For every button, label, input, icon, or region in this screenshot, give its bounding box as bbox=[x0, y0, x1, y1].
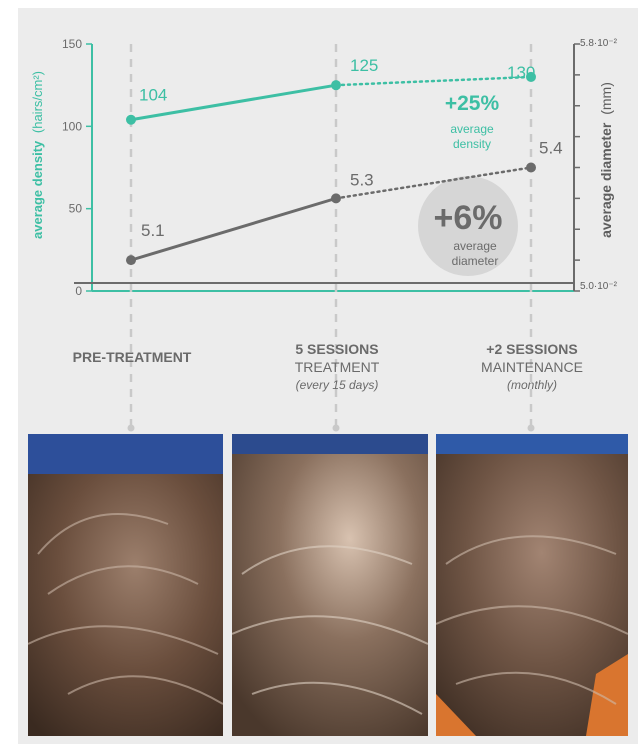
series-line-dotted bbox=[334, 166, 533, 200]
series-line-solid bbox=[130, 196, 337, 262]
data-point bbox=[526, 162, 536, 173]
data-label: 5.3 bbox=[350, 170, 374, 189]
photo-after-treatment bbox=[232, 434, 428, 736]
photo-after-maintenance bbox=[436, 434, 628, 736]
diameter-change-line1: average bbox=[453, 239, 497, 253]
stage-title: PRE-TREATMENT bbox=[72, 349, 192, 365]
diameter-change-line2: diameter bbox=[452, 254, 499, 268]
stage-label-pre: PRE-TREATMENT bbox=[32, 348, 232, 366]
right-axis-bottom-label: 5.0·10⁻² bbox=[580, 281, 618, 292]
stage-subtitle: TREATMENT bbox=[294, 359, 380, 375]
stage-subtitle: MAINTENANCE bbox=[481, 359, 583, 375]
data-point bbox=[526, 71, 536, 82]
diameter-badge bbox=[418, 176, 518, 276]
drop-line-end-dot bbox=[127, 424, 135, 432]
stage-frequency: (every 15 days) bbox=[295, 378, 379, 392]
drop-line-end-dot bbox=[332, 424, 340, 432]
data-point bbox=[126, 114, 136, 125]
data-label: 5.1 bbox=[141, 221, 165, 240]
data-point bbox=[331, 193, 341, 204]
diameter-change-value: +6% bbox=[434, 199, 503, 237]
stage-label-maintenance: +2 SESSIONS MAINTENANCE (monthly) bbox=[432, 340, 632, 394]
stage-label-treatment: 5 SESSIONS TREATMENT (every 15 days) bbox=[237, 340, 437, 394]
data-point bbox=[126, 255, 136, 266]
left-axis-tick-label: 150 bbox=[62, 37, 82, 51]
data-label: 104 bbox=[139, 86, 167, 105]
data-label: 125 bbox=[350, 56, 378, 75]
data-label: 5.4 bbox=[539, 139, 563, 158]
left-axis-title: average density (hairs/cm²) bbox=[30, 71, 45, 239]
stage-title: 5 SESSIONS bbox=[295, 341, 379, 357]
data-label: 130 bbox=[507, 63, 535, 82]
photo-pre-treatment bbox=[28, 434, 223, 736]
density-change-line2: density bbox=[453, 137, 491, 151]
right-axis-title: average diameter (mm) bbox=[598, 82, 614, 238]
density-change-value: +25% bbox=[445, 92, 500, 115]
left-axis-tick-label: 100 bbox=[62, 119, 82, 133]
series-line-dotted bbox=[334, 75, 533, 87]
line-chart: 0 50 100 150 average density (hairs/cm²) av… bbox=[30, 37, 618, 432]
left-axis-tick-label: 50 bbox=[69, 202, 83, 216]
left-axis-tick-label: 0 bbox=[75, 284, 82, 298]
stage-frequency: (monthly) bbox=[506, 378, 557, 392]
right-axis-top-label: 5.8·10⁻² bbox=[580, 38, 618, 49]
series-line-solid bbox=[130, 83, 337, 122]
density-change-line1: average bbox=[450, 122, 494, 136]
stage-title: +2 SESSIONS bbox=[486, 341, 578, 357]
drop-line-end-dot bbox=[527, 424, 535, 432]
data-point bbox=[331, 80, 341, 91]
